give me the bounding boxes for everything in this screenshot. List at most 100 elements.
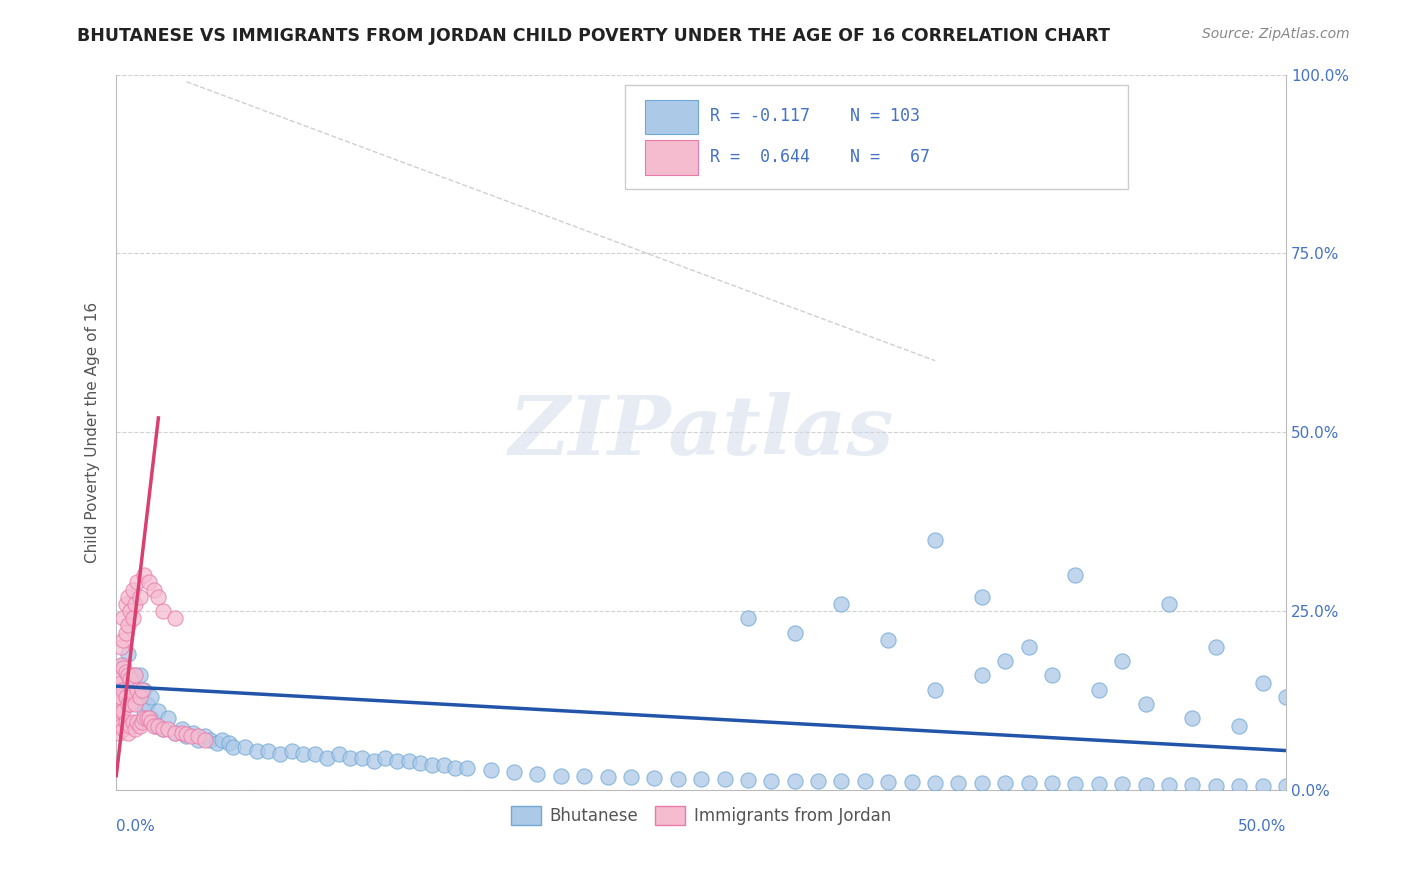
Point bbox=[145, 718, 167, 732]
Point bbox=[246, 743, 269, 757]
Point bbox=[877, 632, 900, 647]
Point bbox=[420, 757, 443, 772]
Point bbox=[117, 725, 139, 739]
Point bbox=[503, 765, 526, 780]
Text: 50.0%: 50.0% bbox=[1237, 819, 1286, 833]
FancyBboxPatch shape bbox=[626, 86, 1128, 189]
Point bbox=[194, 732, 217, 747]
Text: R = -0.117    N = 103: R = -0.117 N = 103 bbox=[710, 107, 921, 125]
Point bbox=[121, 714, 143, 729]
Point bbox=[713, 772, 735, 787]
Point bbox=[1227, 779, 1250, 793]
Point bbox=[117, 618, 139, 632]
Point bbox=[117, 647, 139, 661]
Point bbox=[187, 732, 209, 747]
Point bbox=[1275, 690, 1298, 704]
Point bbox=[304, 747, 326, 761]
Point bbox=[124, 722, 146, 736]
Point bbox=[339, 750, 361, 764]
Point bbox=[170, 725, 193, 739]
Point bbox=[117, 590, 139, 604]
Text: ZIPatlas: ZIPatlas bbox=[509, 392, 894, 472]
Point bbox=[1157, 778, 1180, 792]
Point bbox=[1205, 640, 1227, 654]
Point bbox=[112, 682, 135, 697]
Point bbox=[187, 729, 209, 743]
Point bbox=[114, 625, 136, 640]
Point bbox=[121, 679, 143, 693]
Point bbox=[409, 756, 432, 770]
Point bbox=[135, 697, 157, 711]
Legend: Bhutanese, Immigrants from Jordan: Bhutanese, Immigrants from Jordan bbox=[505, 799, 897, 831]
Point bbox=[141, 714, 163, 729]
Point bbox=[128, 668, 150, 682]
Point bbox=[1018, 776, 1040, 790]
Point bbox=[110, 704, 132, 718]
Point bbox=[924, 776, 946, 790]
Point bbox=[1157, 597, 1180, 611]
Point bbox=[112, 611, 135, 625]
Point bbox=[152, 722, 174, 736]
Point bbox=[112, 657, 135, 672]
Point bbox=[1135, 697, 1157, 711]
Point bbox=[970, 668, 993, 682]
Point bbox=[114, 690, 136, 704]
Point bbox=[994, 654, 1017, 668]
Point bbox=[222, 739, 245, 754]
Point bbox=[1088, 682, 1111, 697]
Point bbox=[807, 774, 830, 789]
Point bbox=[1064, 777, 1087, 791]
Point bbox=[110, 640, 132, 654]
Point bbox=[121, 686, 143, 700]
Point bbox=[135, 711, 157, 725]
Point bbox=[141, 711, 163, 725]
Point bbox=[737, 611, 759, 625]
Point bbox=[110, 718, 132, 732]
Point bbox=[737, 772, 759, 787]
Point bbox=[1251, 675, 1274, 690]
Point bbox=[1227, 718, 1250, 732]
Point bbox=[280, 743, 302, 757]
Point bbox=[142, 582, 165, 597]
Point bbox=[110, 657, 132, 672]
Point bbox=[970, 590, 993, 604]
Point bbox=[183, 725, 205, 739]
Point bbox=[120, 718, 142, 732]
Point bbox=[110, 690, 132, 704]
Point bbox=[134, 682, 156, 697]
Point bbox=[127, 682, 149, 697]
Point bbox=[134, 568, 156, 582]
Point bbox=[211, 732, 233, 747]
Point bbox=[112, 632, 135, 647]
Point bbox=[156, 722, 179, 736]
Point bbox=[131, 714, 153, 729]
Point bbox=[180, 729, 202, 743]
Point bbox=[924, 533, 946, 547]
Point bbox=[853, 774, 876, 789]
Point bbox=[112, 704, 135, 718]
Point bbox=[107, 725, 129, 739]
Point bbox=[550, 769, 572, 783]
Point bbox=[783, 625, 806, 640]
Point bbox=[124, 697, 146, 711]
Point bbox=[1135, 778, 1157, 792]
Point bbox=[107, 668, 129, 682]
Point bbox=[205, 736, 228, 750]
Point bbox=[456, 762, 478, 776]
Point bbox=[479, 763, 502, 777]
Point bbox=[1111, 777, 1133, 791]
Point bbox=[1018, 640, 1040, 654]
Point bbox=[127, 714, 149, 729]
Point bbox=[117, 668, 139, 682]
Point bbox=[1181, 778, 1204, 792]
Point bbox=[107, 682, 129, 697]
Point bbox=[433, 757, 456, 772]
Point bbox=[176, 727, 198, 741]
Point bbox=[141, 690, 163, 704]
Point bbox=[114, 714, 136, 729]
Point bbox=[148, 718, 170, 732]
Y-axis label: Child Poverty Under the Age of 16: Child Poverty Under the Age of 16 bbox=[86, 301, 100, 563]
Point bbox=[1088, 777, 1111, 791]
Point bbox=[363, 754, 385, 768]
Point bbox=[121, 582, 143, 597]
